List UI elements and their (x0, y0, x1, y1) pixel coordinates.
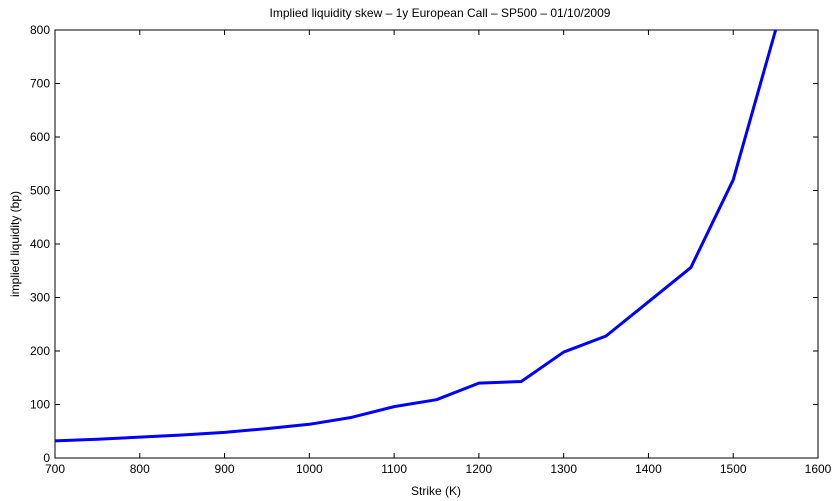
x-tick-label: 1200 (466, 462, 493, 476)
y-tick-label: 0 (43, 451, 50, 465)
y-tick-label: 700 (30, 77, 50, 91)
x-tick-label: 1600 (805, 462, 832, 476)
y-tick-label: 100 (30, 398, 50, 412)
series-layer (54, 29, 778, 443)
x-tick-label: 900 (215, 462, 235, 476)
y-tick-label: 500 (30, 184, 50, 198)
x-tick-label: 1400 (635, 462, 662, 476)
y-axis-label: implied liquidity (bp) (8, 191, 22, 297)
x-tick-label: 1100 (381, 462, 407, 476)
y-tick-label: 600 (30, 130, 50, 144)
y-tick-label: 200 (30, 344, 50, 358)
y-tick-label: 400 (30, 237, 50, 251)
series-line (54, 29, 778, 443)
x-axis-label: Strike (K) (411, 484, 461, 498)
y-tick-label: 300 (30, 291, 50, 305)
plot-area (54, 29, 819, 459)
x-tick-label: 1300 (550, 462, 577, 476)
x-tick-label: 800 (130, 462, 150, 476)
x-tick-label: 700 (45, 462, 65, 476)
x-tick-label: 1000 (296, 462, 323, 476)
x-tick-label: 1500 (720, 462, 747, 476)
axis-ticks: 700 800 900 1000 1100 1200 1300 1400 1500 1600 0 10… (30, 23, 832, 476)
y-tick-label: 800 (30, 23, 50, 37)
chart-title: Implied liquidity skew – 1y European Cal… (270, 6, 611, 20)
